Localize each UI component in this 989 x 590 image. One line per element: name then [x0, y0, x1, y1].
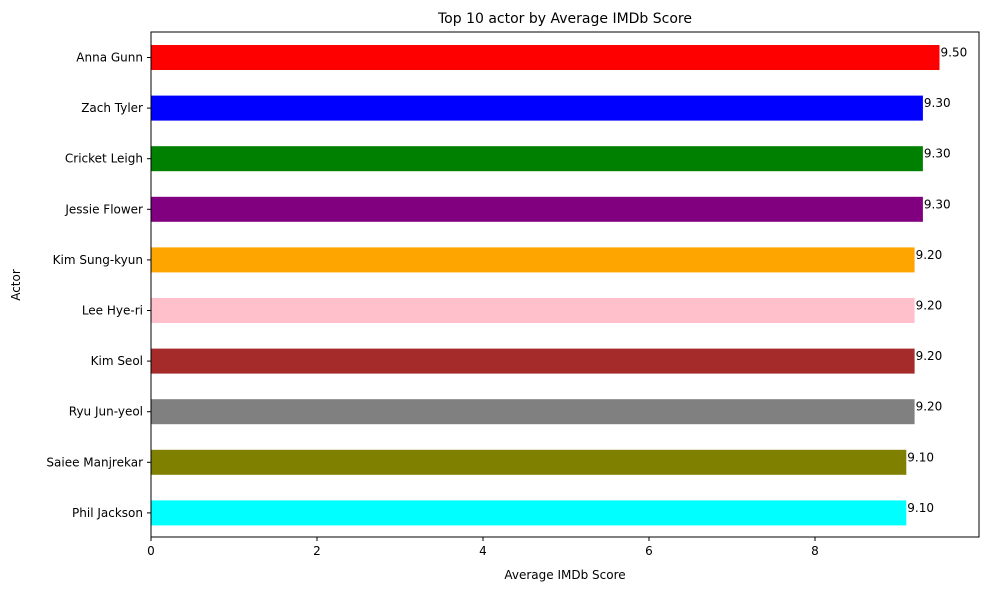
x-axis-label: Average IMDb Score	[504, 568, 625, 582]
bar	[151, 500, 907, 526]
bar	[151, 95, 923, 121]
data-label: 9.20	[916, 248, 943, 262]
y-tick-label: Saiee Manjrekar	[46, 455, 143, 469]
y-tick-label: Zach Tyler	[81, 101, 143, 115]
axes-frame	[150, 31, 980, 538]
bar	[151, 348, 915, 374]
bar	[151, 45, 940, 70]
y-tick-label: Jessie Flower	[64, 202, 143, 216]
y-tick-label: Anna Gunn	[76, 51, 143, 65]
bar	[151, 247, 915, 273]
data-label: 9.30	[924, 147, 951, 161]
data-label: 9.20	[916, 400, 943, 414]
y-tick-label: Lee Hye-ri	[82, 304, 143, 318]
y-tick-label: Kim Seol	[91, 354, 143, 368]
x-tick-label: 2	[313, 544, 321, 558]
data-label: 9.50	[941, 46, 968, 60]
x-tick-label: 6	[645, 544, 653, 558]
y-tick-label: Phil Jackson	[72, 506, 143, 520]
bar	[151, 146, 923, 172]
bar	[151, 449, 907, 475]
y-tick-label: Cricket Leigh	[65, 152, 143, 166]
data-label: 9.10	[907, 450, 934, 464]
y-tick-label: Kim Sung-kyun	[53, 253, 143, 267]
bar	[151, 399, 915, 425]
data-label: 9.30	[924, 96, 951, 110]
data-label: 9.20	[916, 349, 943, 363]
data-label: 9.20	[916, 299, 943, 313]
chart-title: Top 10 actor by Average IMDb Score	[437, 11, 692, 27]
x-tick-label: 8	[811, 544, 819, 558]
x-tick-label: 0	[147, 544, 155, 558]
y-tick-label: Ryu Jun-yeol	[69, 405, 143, 419]
bar	[151, 298, 915, 323]
data-label: 9.10	[907, 501, 934, 515]
plot-area: 0 2 4 6 8 Anna Gunn 9.50 Zach Tyler 9.30 Cricket …	[46, 45, 967, 558]
y-axis-label: Actor	[9, 269, 23, 301]
bar	[151, 196, 923, 222]
x-tick-label: 4	[479, 544, 487, 558]
data-label: 9.30	[924, 197, 951, 211]
